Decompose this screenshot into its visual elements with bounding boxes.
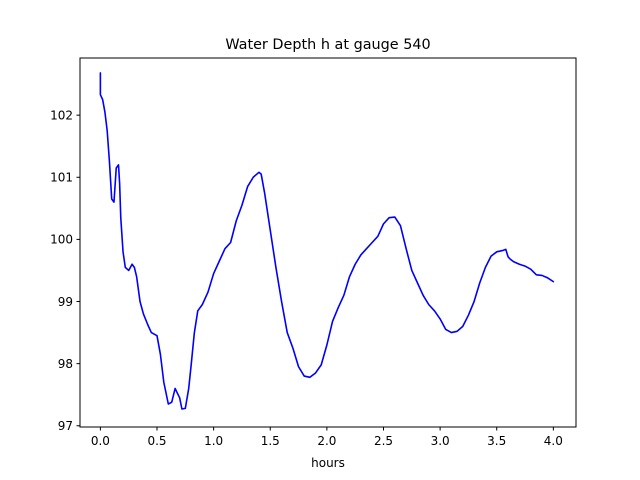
- x-tick-label: 1.0: [204, 434, 223, 448]
- x-tick-label: 0.5: [147, 434, 166, 448]
- y-tick-label: 98: [58, 357, 73, 371]
- chart-title: Water Depth h at gauge 540: [225, 37, 430, 53]
- plot-frame: [79, 57, 577, 428]
- series-layer: [99, 72, 555, 410]
- y-tick-label: 102: [50, 108, 73, 122]
- y-axis: 97 98 99 100 101 102: [50, 108, 80, 433]
- x-tick-label: 0.0: [91, 434, 110, 448]
- x-tick-label: 3.0: [431, 434, 450, 448]
- y-tick-label: 97: [58, 419, 73, 433]
- x-tick-label: 2.0: [317, 434, 336, 448]
- y-tick-label: 100: [50, 233, 73, 247]
- x-tick-label: 1.5: [261, 434, 280, 448]
- x-axis-label: hours: [311, 456, 345, 470]
- x-tick-label: 4.0: [544, 434, 563, 448]
- x-tick-label: 2.5: [374, 434, 393, 448]
- x-tick-label: 3.5: [487, 434, 506, 448]
- y-tick-label: 99: [58, 295, 73, 309]
- plot-area: [80, 58, 576, 427]
- x-axis: 0.0 0.5 1.0 1.5 2.0 2.5 3.0 3.5 4.0: [91, 427, 563, 448]
- y-tick-label: 101: [50, 171, 73, 185]
- series-line: [99, 72, 555, 410]
